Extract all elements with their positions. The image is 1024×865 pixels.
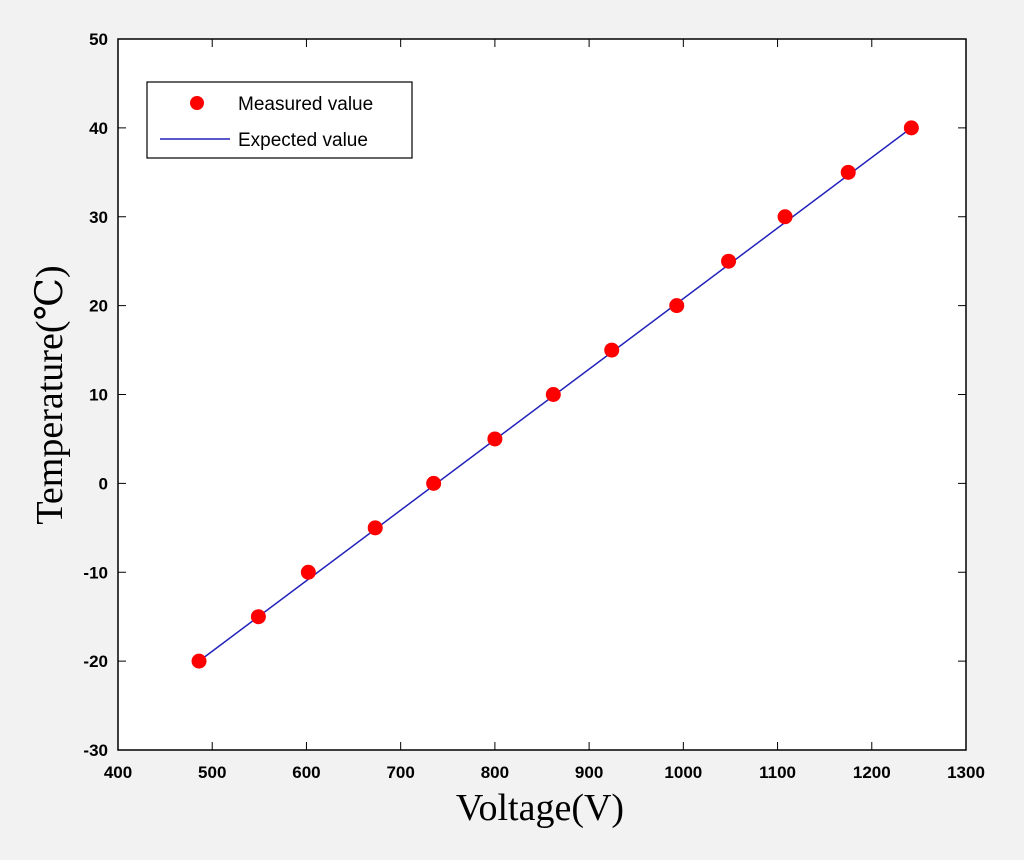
legend-label-expected: Expected value [238, 130, 368, 151]
x-tick-label: 1000 [664, 763, 702, 782]
y-tick-label: 30 [89, 208, 108, 227]
series-layer [191, 120, 919, 669]
x-axis-label: Voltage(V) [456, 787, 624, 829]
measured-point [487, 431, 503, 447]
y-tick-labels: -30 -20 -10 0 10 20 30 40 50 [83, 30, 108, 760]
measured-point [903, 120, 919, 136]
x-tick-label: 800 [481, 763, 509, 782]
y-tick-label: 40 [89, 119, 108, 138]
y-axis-label: Temperature(℃) [29, 265, 71, 524]
y-tick-label: -20 [83, 652, 108, 671]
x-tick-label: 500 [198, 763, 226, 782]
y-tick-label: 50 [89, 30, 108, 49]
measured-point [426, 475, 442, 491]
x-tick-label: 900 [575, 763, 603, 782]
legend-marker-measured [190, 96, 204, 110]
measured-point [604, 342, 620, 358]
x-tick-label: 1300 [947, 763, 985, 782]
y-tick-label: 0 [99, 474, 108, 493]
y-tick-label: 10 [89, 386, 108, 405]
y-tick-label: -30 [83, 741, 108, 760]
legend-label-measured: Measured value [238, 94, 373, 115]
measured-point [669, 298, 685, 314]
x-tick-label: 600 [292, 763, 320, 782]
x-tick-label: 400 [104, 763, 132, 782]
measured-point [840, 164, 856, 180]
y-tick-label: 20 [89, 297, 108, 316]
measured-point [545, 387, 561, 402]
measured-point [367, 520, 383, 536]
legend-box [146, 81, 413, 159]
legend: Measured value Expected value [146, 81, 413, 159]
x-tick-label: 1100 [759, 763, 796, 782]
measured-point [300, 564, 316, 580]
y-tick-label: -10 [83, 563, 108, 582]
x-tick-labels: 400 500 600 700 800 900 1000 1100 1200 1300 [104, 763, 985, 782]
x-tick-label: 700 [386, 763, 414, 782]
measured-point [777, 209, 793, 225]
axis-ticks [117, 38, 967, 751]
x-tick-label: 1200 [853, 763, 891, 782]
measured-point [250, 609, 266, 625]
measured-point [191, 653, 207, 669]
measured-point [721, 253, 737, 269]
